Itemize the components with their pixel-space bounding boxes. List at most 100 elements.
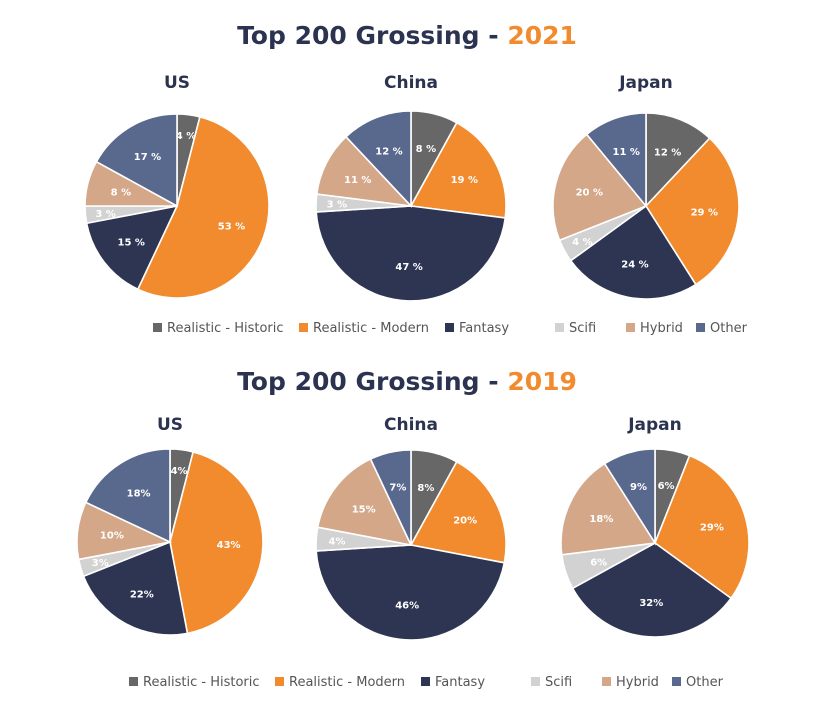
section-title-year: 2019: [507, 367, 577, 396]
pie-slice-other: [84, 448, 171, 544]
pie-data-label: 29 %: [691, 208, 718, 219]
legend-label: Realistic - Historic: [143, 675, 260, 690]
legend-label: Realistic - Modern: [313, 321, 429, 336]
pie-title: US: [157, 415, 183, 435]
legend-swatch: [672, 677, 681, 686]
pie-data-label: 7%: [389, 483, 406, 494]
legend-swatch: [129, 677, 138, 686]
pie-slice-realistic-modern: [169, 450, 264, 635]
legend-swatch: [555, 323, 564, 332]
pie-data-label: 20%: [453, 516, 477, 527]
legend-swatch: [696, 323, 705, 332]
legend-item-realistic-modern: Realistic - Modern: [299, 321, 429, 336]
pie-data-label: 15 %: [117, 238, 144, 249]
legend-swatch: [531, 677, 540, 686]
legend-swatch: [275, 677, 284, 686]
legend-label: Hybrid: [616, 675, 659, 690]
pie-data-label: 17 %: [134, 152, 161, 163]
legend-label: Realistic - Modern: [289, 675, 405, 690]
pie-data-label: 18%: [589, 514, 613, 525]
legend-swatch: [445, 323, 454, 332]
pie-slice-fantasy: [571, 542, 733, 638]
pie-slice-hybrid: [315, 135, 414, 208]
pie-slice-other: [369, 449, 412, 546]
pie-title: China: [384, 415, 438, 435]
pie-data-label: 22%: [130, 589, 154, 600]
pie-data-label: 3%: [92, 558, 109, 569]
section-title-2021: Top 200 Grossing - 2021: [237, 21, 577, 50]
pie-japan-2021: Japan 12 % 29 % 24 % 4 % 20 % 11 %: [552, 73, 740, 300]
pie-data-label: 6%: [658, 481, 675, 492]
section-title-text: Top 200 Grossing -: [237, 21, 507, 50]
pie-data-label: 3 %: [95, 209, 115, 220]
legend-label: Scifi: [569, 321, 596, 336]
legend-label: Other: [686, 675, 724, 690]
pie-data-label: 6%: [590, 557, 607, 568]
legend-swatch: [602, 677, 611, 686]
pie-slice-fantasy: [85, 204, 179, 291]
pie-china-2021: China 8 % 19 % 47 % 3 % 11 % 12 %: [315, 73, 507, 302]
pie-slice-hybrid: [552, 133, 648, 242]
legend-item-scifi: Scifi: [555, 321, 596, 336]
section-title-2019: Top 200 Grossing - 2019: [237, 367, 577, 396]
pie-data-label: 10%: [100, 531, 124, 542]
legend-item-fantasy: Fantasy: [421, 675, 485, 690]
pie-slice-realistic-modern: [654, 454, 750, 600]
legend-item-fantasy: Fantasy: [445, 321, 509, 336]
legend-label: Other: [710, 321, 748, 336]
pie-data-label: 4%: [329, 536, 346, 547]
legend-item-other: Other: [696, 321, 748, 336]
pie-data-label: 43%: [217, 540, 241, 551]
pie-title: China: [384, 73, 438, 93]
pie-title: Japan: [627, 415, 682, 435]
pie-data-label: 11 %: [344, 175, 371, 186]
pie-data-label: 12 %: [654, 148, 681, 159]
pie-slice-other: [95, 113, 178, 208]
section-title-text: Top 200 Grossing -: [237, 367, 507, 396]
section-2019: Top 200 Grossing - 2019 US 4% 43% 22% 3% 10% 1…: [76, 367, 750, 690]
pie-japan-2019: Japan 6% 29% 32% 6% 18% 9%: [560, 415, 750, 638]
pie-data-label: 9%: [630, 482, 647, 493]
pie-slice-other: [603, 448, 656, 546]
legend-item-other: Other: [672, 675, 724, 690]
legend-item-realistic-historic: Realistic - Historic: [129, 675, 260, 690]
pie-slice-realistic-modern: [409, 460, 507, 564]
legend-label: Scifi: [545, 675, 572, 690]
pie-title: Japan: [618, 73, 673, 93]
pie-data-label: 12 %: [375, 146, 402, 157]
legend-item-realistic-modern: Realistic - Modern: [275, 675, 405, 690]
legend-item-realistic-historic: Realistic - Historic: [153, 321, 284, 336]
pie-slice-other: [344, 110, 412, 209]
pie-data-label: 24 %: [621, 260, 648, 271]
section-2021: Top 200 Grossing - 2021 US 4 % 53 % 15 % 3 %…: [84, 21, 748, 336]
pie-slice-hybrid: [560, 462, 657, 556]
section-title-year: 2021: [507, 21, 577, 50]
pie-slice-realistic-modern: [136, 115, 270, 299]
legend-label: Fantasy: [435, 675, 485, 690]
legend-2021: Realistic - Historic Realistic - Modern Fa…: [153, 321, 748, 336]
pie-slice-fantasy: [82, 540, 189, 636]
pie-slice-realistic-modern: [644, 137, 740, 286]
pie-data-label: 20 %: [576, 187, 603, 198]
pie-data-label: 4%: [171, 466, 188, 477]
legend-swatch: [153, 323, 162, 332]
pie-us-2019: US 4% 43% 22% 3% 10% 18%: [76, 415, 264, 636]
pie-data-label: 46%: [395, 601, 419, 612]
legend-label: Hybrid: [640, 321, 683, 336]
pie-us-2021: US 4 % 53 % 15 % 3 % 8 % 17 %: [84, 73, 270, 299]
pie-data-label: 4 %: [176, 131, 196, 142]
pie-data-label: 3 %: [327, 200, 347, 211]
pie-data-label: 15%: [352, 504, 376, 515]
pie-china-2019: China 8% 20% 46% 4% 15% 7%: [315, 415, 507, 641]
pie-slice-realistic-modern: [409, 121, 507, 219]
pie-data-label: 47 %: [395, 262, 422, 273]
legend-2019: Realistic - Historic Realistic - Modern Fa…: [129, 675, 724, 690]
pie-slice-fantasy: [315, 544, 506, 641]
legend-item-hybrid: Hybrid: [602, 675, 659, 690]
legend-item-scifi: Scifi: [531, 675, 572, 690]
pie-data-label: 4 %: [572, 237, 592, 248]
pie-data-label: 32%: [639, 598, 663, 609]
pie-data-label: 19 %: [451, 175, 478, 186]
pie-slice-other: [585, 112, 647, 209]
